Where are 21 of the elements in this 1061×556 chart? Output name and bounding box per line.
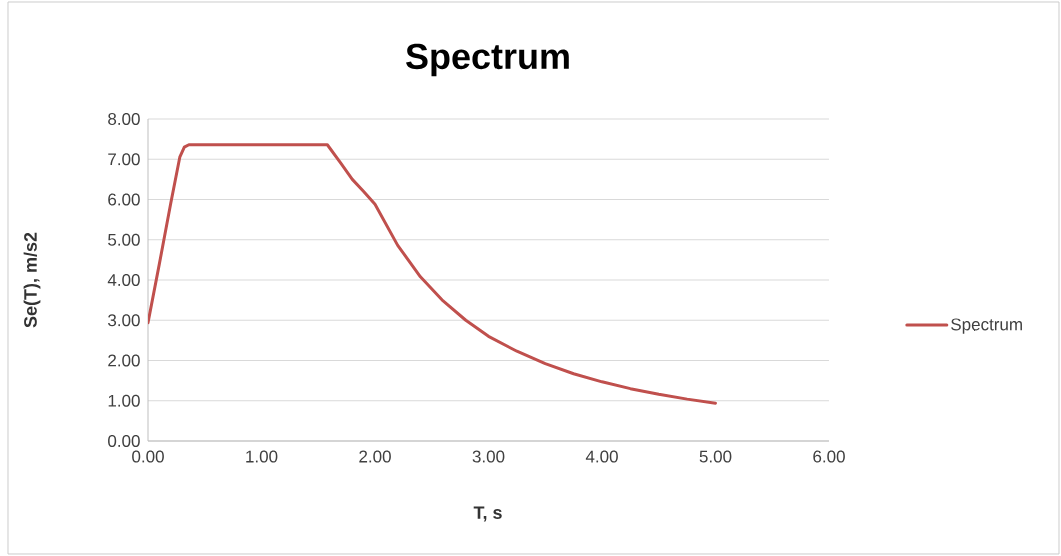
y-tick-label: 3.00 — [108, 314, 140, 327]
y-tick-label: 4.00 — [107, 273, 140, 287]
x-tick-label: 6.00 — [813, 450, 845, 463]
x-axis-title: T, s — [473, 506, 502, 522]
x-tick-label: 4.00 — [585, 450, 618, 463]
y-tick-label: 6.00 — [108, 193, 140, 206]
chart-title: Spectrum — [406, 43, 569, 77]
line-series — [148, 143, 717, 405]
x-tick-label: 5.00 — [699, 450, 732, 463]
y-tick-label: 7.00 — [108, 153, 140, 166]
x-tick-label: 3.00 — [472, 450, 505, 463]
y-tick-label: 2.00 — [108, 354, 140, 367]
x-tick-label: 1.00 — [246, 450, 278, 463]
y-tick-label: 1.00 — [108, 394, 140, 407]
x-tick-label: 0.00 — [132, 450, 164, 463]
y-axis-title: Se(T), m/s2 — [23, 232, 41, 328]
y-tick-label: 5.00 — [108, 233, 140, 246]
y-tick-label: 0.00 — [108, 434, 140, 448]
y-tick-label: 8.00 — [108, 112, 140, 126]
x-tick-label: 2.00 — [359, 450, 391, 463]
legend-label: Spectrum — [951, 318, 1022, 334]
